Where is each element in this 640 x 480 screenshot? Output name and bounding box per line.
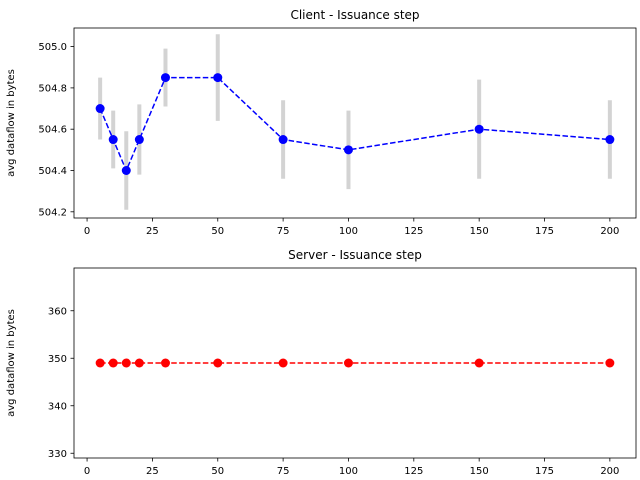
series-line bbox=[99, 76, 610, 173]
plot-frame bbox=[73, 27, 637, 219]
data-point-30 bbox=[160, 73, 170, 83]
data-point-75 bbox=[278, 135, 288, 145]
x-tick-label-200: 200 bbox=[600, 226, 619, 237]
chart-title: Server - Issuance step bbox=[288, 248, 422, 262]
x-tick-label-100: 100 bbox=[339, 466, 358, 477]
data-point-20 bbox=[134, 358, 144, 368]
x-tick-label-175: 175 bbox=[535, 226, 554, 237]
data-point-150 bbox=[474, 124, 484, 134]
y-tick-label-504-2: 504.2 bbox=[38, 207, 67, 218]
y-tick-label-504-8: 504.8 bbox=[38, 83, 67, 94]
x-tick-label-200: 200 bbox=[600, 466, 619, 477]
data-point-150 bbox=[474, 358, 484, 368]
data-point-100 bbox=[343, 358, 353, 368]
y-tick-label-504-4: 504.4 bbox=[38, 166, 67, 177]
data-point-10 bbox=[108, 358, 118, 368]
x-tick-label-50: 50 bbox=[211, 226, 224, 237]
x-tick-label-175: 175 bbox=[535, 466, 554, 477]
x-tick-label-150: 150 bbox=[470, 466, 489, 477]
data-point-15 bbox=[121, 358, 131, 368]
data-point-200 bbox=[605, 358, 615, 368]
y-axis-label: avg dataflow in bytes bbox=[6, 69, 17, 177]
data-point-30 bbox=[160, 358, 170, 368]
x-tick-label-0: 0 bbox=[84, 226, 90, 237]
x-tick-label-25: 25 bbox=[146, 226, 159, 237]
y-tick-label-360: 360 bbox=[48, 306, 67, 317]
y-tick-label-504-6: 504.6 bbox=[38, 125, 67, 136]
y-tick-label-330: 330 bbox=[48, 449, 67, 460]
data-point-5 bbox=[95, 104, 105, 114]
data-point-100 bbox=[343, 145, 353, 155]
x-tick-label-25: 25 bbox=[146, 466, 159, 477]
x-tick-label-0: 0 bbox=[84, 466, 90, 477]
y-tick-label-505-0: 505.0 bbox=[38, 42, 67, 53]
x-tick-label-50: 50 bbox=[211, 466, 224, 477]
data-point-75 bbox=[278, 358, 288, 368]
y-tick-label-340: 340 bbox=[48, 401, 67, 412]
x-tick-label-150: 150 bbox=[470, 226, 489, 237]
server-chart: Server - Issuance step avg dataflow in by… bbox=[6, 248, 637, 477]
data-point-20 bbox=[134, 135, 144, 145]
plot-frame bbox=[73, 267, 637, 459]
x-tick-label-100: 100 bbox=[339, 226, 358, 237]
client-chart: Client - Issuance step avg dataflow in by… bbox=[6, 8, 637, 237]
data-point-15 bbox=[121, 166, 131, 175]
x-tick-label-125: 125 bbox=[404, 226, 423, 237]
x-tick-label-75: 75 bbox=[277, 226, 290, 237]
data-point-200 bbox=[605, 135, 615, 145]
data-point-10 bbox=[108, 135, 118, 145]
x-tick-label-75: 75 bbox=[277, 466, 290, 477]
chart-title: Client - Issuance step bbox=[290, 8, 419, 22]
data-point-50 bbox=[213, 73, 223, 83]
data-point-5 bbox=[95, 358, 105, 368]
data-point-50 bbox=[213, 358, 223, 368]
y-tick-label-350: 350 bbox=[48, 354, 67, 365]
x-tick-label-125: 125 bbox=[404, 466, 423, 477]
y-axis-label: avg dataflow in bytes bbox=[6, 309, 17, 417]
